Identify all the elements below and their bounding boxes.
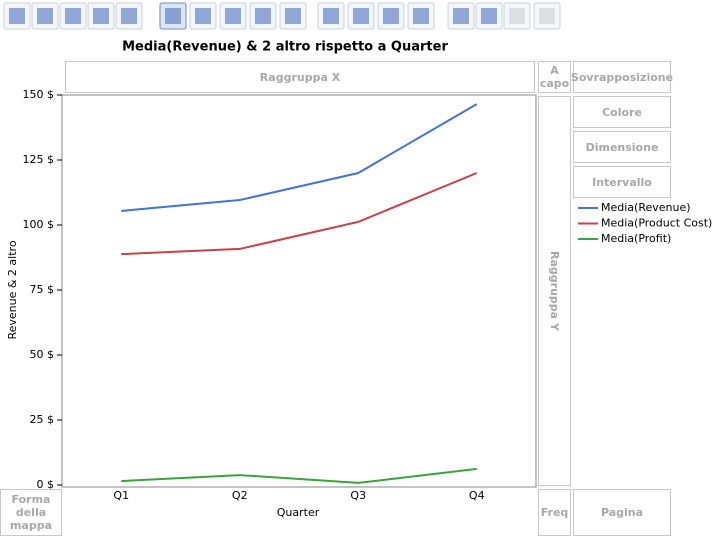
- toolbar-icon: [509, 8, 525, 24]
- y-axis-label: Revenue & 2 altro: [6, 240, 19, 339]
- legend-label: Media(Profit): [601, 232, 671, 245]
- toolbar-icon: [9, 8, 25, 24]
- drop-zone[interactable]: A capo: [538, 61, 571, 93]
- toolbar-icon: [121, 8, 137, 24]
- y-tick-label: 125 $: [23, 153, 55, 166]
- toolbar-icon: [453, 8, 469, 24]
- series-line: [121, 172, 478, 256]
- y-tick-label: 75 $: [30, 283, 55, 296]
- y-tick-label: 100 $: [23, 218, 55, 231]
- toolbar-icon: [255, 8, 271, 24]
- y-tick-label: 0 $: [37, 478, 55, 491]
- toolbar-icon: [539, 8, 555, 24]
- drop-zone[interactable]: Sovrapposizione: [571, 61, 673, 93]
- toolbar-icon: [383, 8, 399, 24]
- x-tick-label: Q3: [350, 489, 366, 502]
- legend-label: Media(Revenue): [601, 201, 691, 214]
- drop-zone[interactable]: Dimensione: [573, 131, 671, 163]
- x-tick-label: Q4: [469, 489, 485, 502]
- legend-label: Media(Product Cost): [601, 217, 712, 230]
- toolbar-icon: [413, 8, 429, 24]
- series-line: [121, 467, 477, 484]
- toolbar-icon: [225, 8, 241, 24]
- y-tick-label: 25 $: [30, 413, 55, 426]
- x-tick-label: Q1: [113, 489, 129, 502]
- y-tick-label: 150 $: [23, 88, 55, 101]
- toolbar-icon: [65, 8, 81, 24]
- drop-zone[interactable]: Freq: [538, 489, 571, 536]
- toolbar-icon: [195, 8, 211, 24]
- toolbar-icon: [323, 8, 339, 24]
- drop-zone[interactable]: Forma della mappa: [0, 489, 62, 536]
- x-axis-label: Quarter: [277, 506, 320, 519]
- drop-zone[interactable]: Raggruppa Y: [538, 96, 571, 486]
- toolbar-icon: [93, 8, 109, 24]
- series-line: [121, 103, 478, 212]
- toolbar-icon: [165, 8, 181, 24]
- x-tick-label: Q2: [232, 489, 248, 502]
- drop-zone[interactable]: Raggruppa X: [65, 61, 535, 93]
- chart-title: Media(Revenue) & 2 altro rispetto a Quar…: [122, 40, 448, 55]
- drop-zone[interactable]: Intervallo: [573, 166, 671, 198]
- toolbar-icon: [353, 8, 369, 24]
- plot-frame: [61, 94, 537, 488]
- toolbar-icon: [481, 8, 497, 24]
- toolbar-icon: [285, 8, 301, 24]
- drop-zone[interactable]: Colore: [573, 96, 671, 128]
- drop-zone[interactable]: Pagina: [573, 489, 671, 536]
- toolbar-icon: [37, 8, 53, 24]
- y-tick-label: 50 $: [30, 348, 55, 361]
